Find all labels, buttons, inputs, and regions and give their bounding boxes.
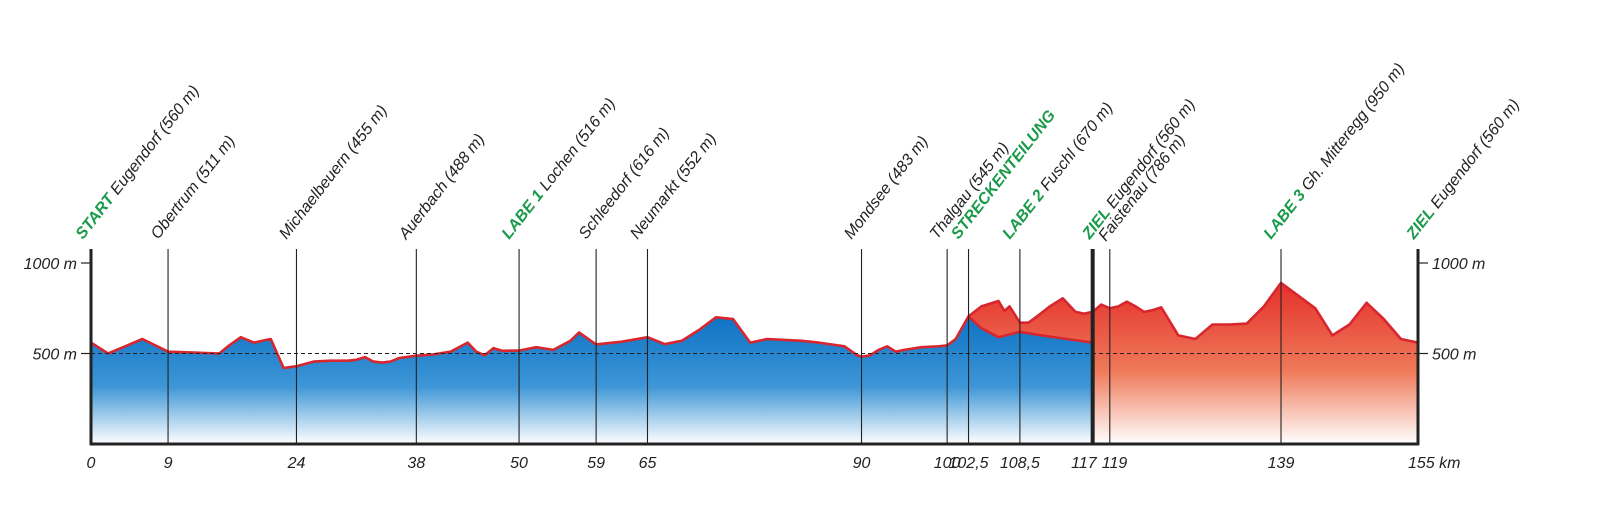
station-name-13: Gh. Mitteregg (950 m) <box>1299 60 1409 194</box>
x-tick-label-0: 0 <box>87 455 96 472</box>
station-label-2: Michaelbeuern (455 m) <box>276 102 391 242</box>
x-tick-label-10: 108,5 <box>1000 455 1040 472</box>
station-tag-13: LABE 3 <box>1261 184 1312 243</box>
x-tick-label-4: 50 <box>510 455 528 472</box>
station-tag-9: STRECKENTEILUNG <box>948 107 1059 242</box>
x-tick-label-6: 65 <box>639 455 657 472</box>
station-label-1: Obertrum (511 m) <box>148 133 239 243</box>
station-name-2: Michaelbeuern (455 m) <box>276 102 391 242</box>
profile-areas <box>90 281 1419 444</box>
station-name-12: Faistenau (786 m) <box>1096 132 1189 245</box>
axes-group <box>89 249 1420 446</box>
y-tick-label-left: 500 m <box>33 347 77 364</box>
station-name-14: Eugendorf (560 m) <box>1428 96 1524 212</box>
station-label-12: Faistenau (786 m) <box>1096 132 1189 245</box>
x-tick-label-2: 24 <box>287 455 306 472</box>
x-tick-label-5: 59 <box>587 455 605 472</box>
station-name-1: Obertrum (511 m) <box>148 133 239 243</box>
x-tick-label-14: 155 km <box>1408 455 1460 472</box>
station-label-7: Mondsee (483 m) <box>841 133 932 242</box>
y-tick-label-left: 1000 m <box>24 256 77 273</box>
x-tick-label-12: 119 <box>1102 455 1128 472</box>
station-name-3: Auerbach (488 m) <box>395 131 488 243</box>
y-tick-label-right: 500 m <box>1432 347 1476 364</box>
x-tick-label-11: 117 <box>1071 455 1098 472</box>
station-tag-0: START <box>73 188 121 243</box>
station-label-13: LABE 3 Gh. Mitteregg (950 m) <box>1261 60 1409 242</box>
station-label-14: ZIEL Eugendorf (560 m) <box>1403 96 1523 243</box>
station-label-0: START Eugendorf (560 m) <box>73 83 203 243</box>
station-label-5: Schleedorf (616 m) <box>576 125 673 243</box>
series-1-outline <box>967 281 1419 344</box>
series-0-outline <box>90 315 1093 370</box>
x-tick-label-7: 90 <box>853 455 871 472</box>
x-tick-label-9: 102,5 <box>949 455 989 472</box>
station-name-5: Schleedorf (616 m) <box>576 125 673 243</box>
station-name-7: Mondsee (483 m) <box>841 133 932 242</box>
station-lines-group <box>167 249 1282 444</box>
x-tick-label-1: 9 <box>164 455 173 472</box>
series-0-area <box>91 316 1093 444</box>
station-label-9: STRECKENTEILUNG <box>948 107 1059 242</box>
x-tick-label-3: 38 <box>407 455 425 472</box>
station-tag-10: LABE 2 <box>1000 184 1051 243</box>
station-name-4: Lochen (516 m) <box>537 95 619 194</box>
x-tick-label-8: 100 <box>934 455 961 472</box>
station-label-3: Auerbach (488 m) <box>395 131 488 243</box>
station-tag-4: LABE 1 <box>499 184 550 243</box>
station-labels-group: START Eugendorf (560 m)Obertrum (511 m) M… <box>73 60 1523 244</box>
x-tick-label-13: 139 <box>1268 455 1295 472</box>
station-name-11: Eugendorf (560 m) <box>1103 96 1199 212</box>
y-tick-label-right: 1000 m <box>1432 256 1485 273</box>
y-tick-labels-group: 1000 m 1000 m 500 m 500 m <box>24 256 1486 364</box>
